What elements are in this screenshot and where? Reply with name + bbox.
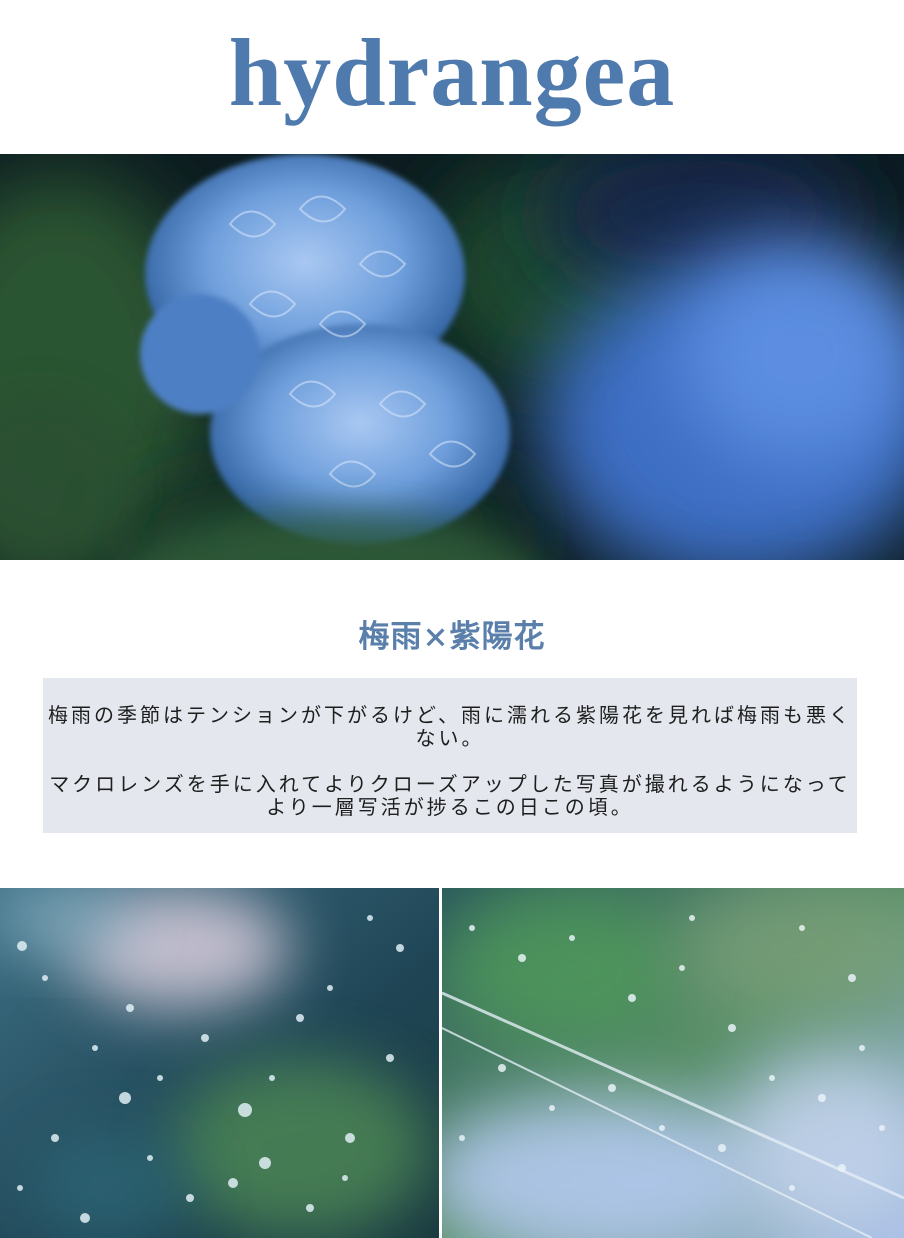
gallery-photo-raindrops-teal [0,888,439,1238]
description-paragraph-1: 梅雨の季節はテンションが下がるけど、雨に濡れる紫陽花を見れば梅雨も悪くない。 [48,703,852,750]
description-paragraph-2: マクロレンズを手に入れてよりクローズアップした写真が撮れるようになってより一層写… [49,772,851,819]
hero-hydrangea-photo [0,154,904,560]
section-title: 梅雨×紫陽花 [358,619,546,655]
description-box: 梅雨の季節はテンションが下がるけど、雨に濡れる紫陽花を見れば梅雨も悪くない。 マ… [43,678,857,833]
page-title: hydrangea [228,19,676,126]
gallery-photo-raindrops-umbrella [442,888,904,1238]
